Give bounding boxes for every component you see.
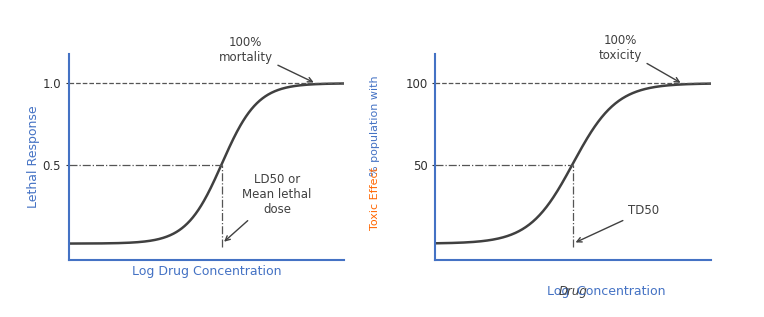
Text: Toxic Effect: Toxic Effect [370, 167, 380, 230]
Text: Concentration: Concentration [573, 285, 665, 298]
Text: TD50: TD50 [577, 204, 659, 242]
Text: 100%
toxicity: 100% toxicity [598, 34, 679, 82]
Text: 100%
mortality: 100% mortality [219, 36, 312, 82]
Text: Log: Log [546, 285, 573, 298]
Text: Drug: Drug [558, 285, 588, 298]
X-axis label: Log Drug Concentration: Log Drug Concentration [131, 266, 281, 279]
Text: % population with: % population with [370, 76, 380, 176]
Y-axis label: Lethal Response: Lethal Response [27, 106, 40, 208]
Text: LD50 or
Mean lethal
dose: LD50 or Mean lethal dose [225, 173, 312, 241]
